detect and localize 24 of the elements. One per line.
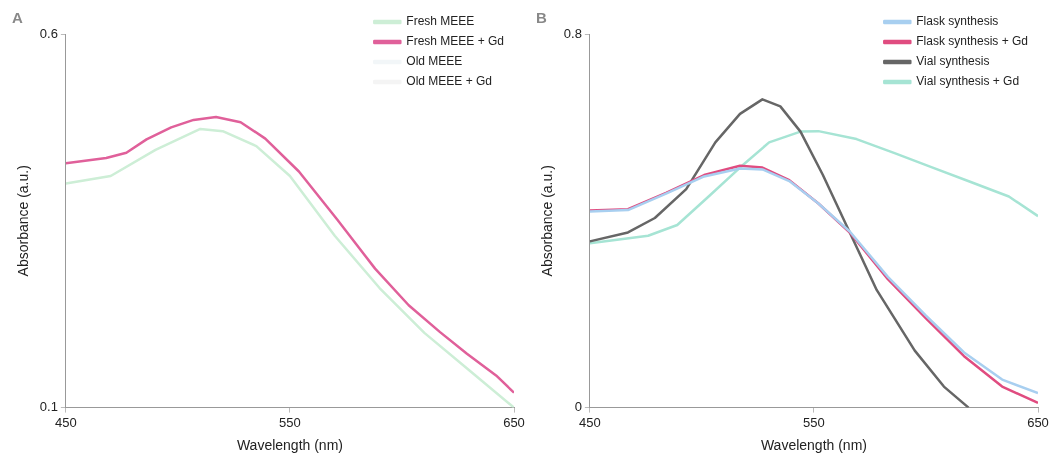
y-tick-label: 0.8 [563,25,582,41]
x-axis-title: Wavelength (nm) [236,437,343,454]
legend-label: Old MEEE [406,54,463,69]
x-axis-title: Wavelength (nm) [760,437,867,454]
y-tick-label: 0.1 [39,399,58,415]
y-tick-label: 0.6 [39,25,58,41]
x-tick-label: 550 [803,414,825,430]
legend-label: Flask synthesis + Gd [916,34,1029,49]
legend-label: Vial synthesis [916,54,990,69]
x-tick-label: 650 [1027,414,1049,430]
y-axis-title: Absorbance (a.u.) [15,165,32,277]
legend-label: Old MEEE + Gd [406,74,492,89]
y-tick-label: 0 [574,399,582,415]
chart-title: B [536,9,547,27]
x-tick-label: 650 [503,414,525,430]
legend-label: Fresh MEEE + Gd [406,34,504,49]
chart-title: A [12,9,23,27]
legend-label: Vial synthesis + Gd [916,74,1020,89]
x-tick-label: 550 [279,414,301,430]
x-tick-label: 450 [579,414,601,430]
legend-label: Flask synthesis [916,14,999,29]
y-axis-title: Absorbance (a.u.) [539,165,556,277]
x-tick-label: 450 [55,414,77,430]
legend-label: Fresh MEEE [406,14,475,29]
